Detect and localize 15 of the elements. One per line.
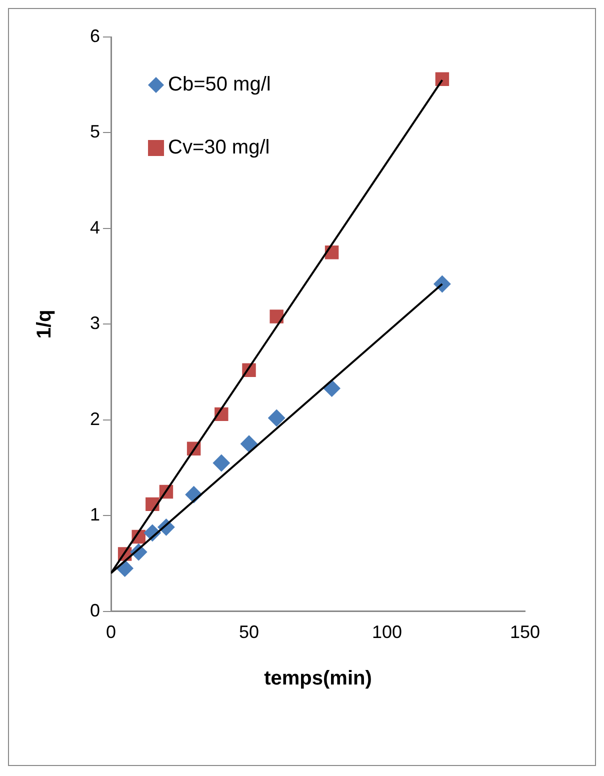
- x-tick-label: 150: [510, 622, 540, 642]
- y-tick-label: 1: [90, 504, 100, 525]
- legend-label: Cb=50 mg/l: [168, 74, 271, 96]
- y-tick-label: 3: [90, 313, 100, 334]
- y-tick-label: 0: [90, 600, 100, 620]
- x-tick-label: 50: [238, 622, 260, 642]
- legend-label: Cv=30 mg/l: [168, 136, 270, 159]
- y-tick-label: 4: [90, 217, 100, 238]
- x-tick-label: 100: [372, 622, 402, 642]
- y-tick-label: 6: [90, 26, 100, 46]
- y-tick-label: 5: [90, 122, 100, 142]
- x-axis-title: temps(min): [264, 668, 372, 690]
- y-tick-label: 2: [90, 408, 100, 429]
- x-tick-label: 0: [106, 622, 116, 642]
- y-axis-title: 1/q: [34, 310, 56, 339]
